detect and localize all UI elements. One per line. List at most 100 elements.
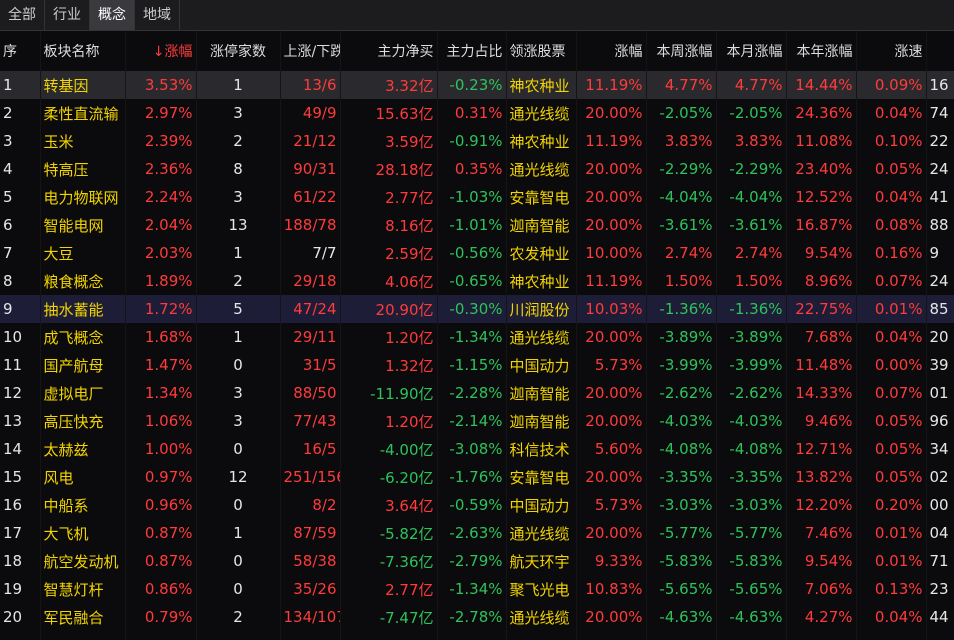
table-cell: 10 [0, 323, 41, 351]
table-cell: 大豆 [40, 239, 126, 267]
column-header[interactable]: 主力净买 [340, 31, 438, 71]
table-row[interactable]: 12 虚拟电厂 1.34% 3 88/50 -11.90亿 -2.28% 迦南智能 20.00%… [0, 379, 954, 407]
column-header[interactable]: 板块名称 [40, 31, 126, 71]
table-cell: -7.47亿 [340, 603, 438, 631]
table-row[interactable]: 19 智慧灯杆 0.86% 0 35/26 2.77亿 -1.34% 聚飞光电 10.83% -5… [0, 575, 954, 603]
table-cell: 29/11 [280, 323, 341, 351]
table-cell: 11 [0, 351, 41, 379]
table-row[interactable]: 10 成飞概念 1.68% 1 29/11 1.20亿 -1.34% 通光线缆 20.00% -3… [0, 323, 954, 351]
table-cell: 10.83% [576, 575, 647, 603]
table-row[interactable]: 13 高压快充 1.06% 3 77/43 1.20亿 -2.14% 迦南智能 20.00% -4… [0, 407, 954, 435]
table-cell: 2.04% [125, 211, 197, 239]
tab[interactable]: 地域 [135, 0, 180, 30]
table-cell: 01 [926, 379, 954, 407]
tab[interactable]: 行业 [45, 0, 90, 30]
table-cell: 4.77% [716, 71, 787, 99]
table-cell: 1.20亿 [340, 407, 438, 435]
table-cell: 4.27% [786, 603, 857, 631]
column-header[interactable]: 序 [0, 31, 41, 71]
tab[interactable]: 概念 [90, 0, 135, 30]
table-cell: 1.50% [716, 267, 787, 295]
table-row[interactable]: 8 粮食概念 1.89% 2 29/18 4.06亿 -0.65% 神农种业 11.19% 1.5… [0, 267, 954, 295]
table-cell: 1.06% [125, 407, 197, 435]
table-cell: 10.00% [576, 239, 647, 267]
table-row[interactable]: 7 大豆 2.03% 1 7/7 2.59亿 -0.56% 农发种业 10.00% 2.74% 2.… [0, 239, 954, 267]
table-cell: 迦南智能 [506, 407, 577, 435]
table-cell: 17 [0, 519, 41, 547]
table-cell [196, 631, 281, 640]
table-cell: 0.08% [856, 211, 927, 239]
table-cell: 14.44% [786, 71, 857, 99]
table-cell: 风电 [40, 463, 126, 491]
table-row[interactable]: 3 玉米 2.39% 2 21/12 3.59亿 -0.91% 神农种业 11.19% 3.83%… [0, 127, 954, 155]
table-cell: 20.00% [576, 183, 647, 211]
table-cell: 34 [926, 435, 954, 463]
table-cell: 41 [926, 183, 954, 211]
column-header[interactable]: 本周涨幅 [646, 31, 717, 71]
table-cell: 0.05% [856, 155, 927, 183]
table-cell: 20.00% [576, 211, 647, 239]
table-row[interactable]: 20 军民融合 0.79% 2 134/107 -7.47亿 -2.78% 通光线缆 20.00… [0, 603, 954, 631]
column-header[interactable]: 领涨股票 [506, 31, 577, 71]
table-row[interactable]: 17 大飞机 0.87% 1 87/59 -5.82亿 -2.63% 通光线缆 20.00% -5… [0, 519, 954, 547]
table-row[interactable]: 18 航空发动机 0.87% 0 58/38 -7.36亿 -2.79% 航天环宇 9.33% -… [0, 547, 954, 575]
table-row[interactable]: 11 国产航母 1.47% 0 31/5 1.32亿 -1.15% 中国动力 5.73% -3.9… [0, 351, 954, 379]
table-cell: 0.04% [856, 603, 927, 631]
column-header[interactable]: 涨幅 [576, 31, 647, 71]
table-cell: -4.04% [646, 183, 717, 211]
table-cell: 0.87% [125, 519, 197, 547]
table-cell: -1.01% [437, 211, 507, 239]
table-cell: 2.59亿 [340, 239, 438, 267]
table-cell: 19 [0, 575, 41, 603]
table-row[interactable]: 9 抽水蓄能 1.72% 5 47/24 20.90亿 -0.30% 川润股份 10.03% -1… [0, 295, 954, 323]
table-cell: 智能电网 [40, 211, 126, 239]
table-cell: 1.20亿 [340, 323, 438, 351]
column-header[interactable]: 本年涨幅 [786, 31, 857, 71]
table-cell: 20 [0, 603, 41, 631]
table-row[interactable]: 1 转基因 3.53% 1 13/6 3.32亿 -0.23% 神农种业 11.19% 4.77%… [0, 71, 954, 99]
table-row[interactable]: 4 特高压 2.36% 8 90/31 28.18亿 0.35% 通光线缆 20.00% -2.2… [0, 155, 954, 183]
table-cell: 16.87% [786, 211, 857, 239]
table-cell: 20.00% [576, 603, 647, 631]
column-header[interactable]: 涨停家数 [196, 31, 281, 71]
table-cell: 13.82% [786, 463, 857, 491]
tab[interactable]: 全部 [0, 0, 45, 30]
table-row[interactable]: 2 柔性直流输 2.97% 3 49/9 15.63亿 0.31% 通光线缆 20.00% -2.… [0, 99, 954, 127]
column-header[interactable]: 上涨/下跌 [280, 31, 341, 71]
column-header[interactable]: ↓涨幅 [125, 31, 197, 71]
table-row[interactable]: 15 风电 0.97% 12 251/156 -6.20亿 -1.76% 安靠智电 20.00%… [0, 463, 954, 491]
table-cell: 3 [196, 407, 281, 435]
table-cell [786, 631, 857, 640]
table-cell: 16 [0, 491, 41, 519]
table-cell: 04 [926, 519, 954, 547]
table-cell: 12.71% [786, 435, 857, 463]
table-row[interactable]: 5 电力物联网 2.24% 3 61/22 2.77亿 -1.03% 安靠智电 20.00% -4… [0, 183, 954, 211]
table-cell: 大飞机 [40, 519, 126, 547]
table-cell: 20.00% [576, 519, 647, 547]
table-cell: 1.00% [125, 435, 197, 463]
table-cell: 9.54% [786, 547, 857, 575]
table-cell: 3 [0, 127, 41, 155]
partial-row [0, 631, 954, 640]
table-cell: -0.65% [437, 267, 507, 295]
table-cell [40, 631, 126, 640]
table-cell: 20.00% [576, 323, 647, 351]
table-cell: 0.05% [856, 407, 927, 435]
column-header[interactable]: 本月涨幅 [716, 31, 787, 71]
table-cell: 聚飞光电 [506, 575, 577, 603]
table-cell: -2.63% [437, 519, 507, 547]
table-cell: -3.99% [646, 351, 717, 379]
table-cell: 21/12 [280, 127, 341, 155]
table-row[interactable]: 6 智能电网 2.04% 13 188/78 8.16亿 -1.01% 迦南智能 20.00% -… [0, 211, 954, 239]
table-cell [125, 631, 197, 640]
column-header[interactable]: 涨速 [856, 31, 927, 71]
table-row[interactable]: 14 太赫兹 1.00% 0 16/5 -4.00亿 -3.08% 科信技术 5.60% -4.0… [0, 435, 954, 463]
table-cell: 科信技术 [506, 435, 577, 463]
table-cell: 0.86% [125, 575, 197, 603]
table-cell: 2.74% [716, 239, 787, 267]
table-row[interactable]: 16 中船系 0.96% 0 8/2 3.64亿 -0.59% 中国动力 5.73% -3.03%… [0, 491, 954, 519]
table-cell [716, 631, 787, 640]
column-header[interactable]: 主力占比 [437, 31, 507, 71]
